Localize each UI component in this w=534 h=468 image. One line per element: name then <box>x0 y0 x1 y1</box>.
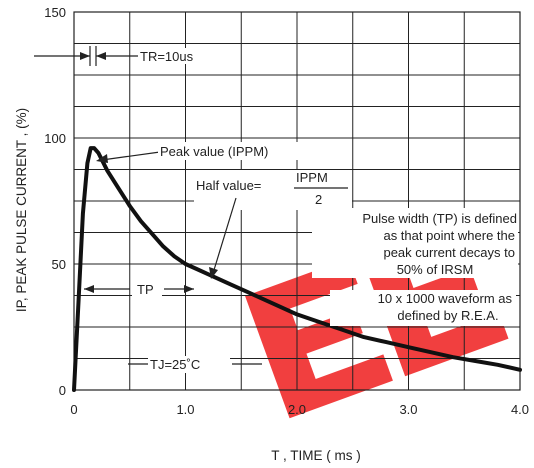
y-axis-title: IP, PEAK PULSE CURRENT , (%) <box>14 108 29 312</box>
tj-label: TJ=25˚C <box>150 357 200 372</box>
peak-annotation: Peak value (IPPM) <box>96 142 301 163</box>
waveform-note: 10 x 1000 waveform as defined by R.E.A. <box>330 290 516 326</box>
x-tick-label: 2.0 <box>288 402 306 417</box>
half-value-numerator: IPPM <box>296 170 328 185</box>
peak-label: Peak value (IPPM) <box>160 144 268 159</box>
waveform-line-2: defined by R.E.A. <box>397 308 498 323</box>
pulse-current-curve <box>72 146 522 392</box>
tr-label: TR=10us <box>140 49 194 64</box>
x-tick-labels: 0 1.0 2.0 3.0 4.0 <box>70 402 529 417</box>
pulse-width-line-4: 50% of IRSM <box>397 262 474 277</box>
y-tick-label: 100 <box>44 131 66 146</box>
pulse-width-note: Pulse width (TP) is defined as that poin… <box>312 208 518 278</box>
y-tick-label: 0 <box>59 383 66 398</box>
half-value-annotation: Half value= IPPM 2 <box>194 170 352 279</box>
half-value-prefix: Half value= <box>196 178 261 193</box>
x-tick-label: 4.0 <box>511 402 529 417</box>
plot-frame <box>73 11 521 391</box>
waveform-line-1: 10 x 1000 waveform as <box>378 291 513 306</box>
y-tick-label: 150 <box>44 5 66 20</box>
tr-annotation: TR=10us <box>34 46 208 66</box>
pulse-width-line-1: Pulse width (TP) is defined <box>362 211 517 226</box>
tp-label: TP <box>137 282 154 297</box>
y-tick-label: 50 <box>52 257 66 272</box>
half-value-denominator: 2 <box>315 192 322 207</box>
x-tick-label: 0 <box>70 402 77 417</box>
x-axis-title: T , TIME ( ms ) <box>271 448 361 463</box>
pulse-width-line-3: peak current decays to <box>383 245 515 260</box>
tj-annotation: TJ=25˚C <box>128 356 262 373</box>
pulse-width-line-2: as that point where the <box>383 228 515 243</box>
x-tick-label: 1.0 <box>176 402 194 417</box>
tp-annotation: TP <box>84 281 194 297</box>
y-tick-labels: 0 50 100 150 <box>44 5 66 398</box>
x-tick-label: 3.0 <box>399 402 417 417</box>
